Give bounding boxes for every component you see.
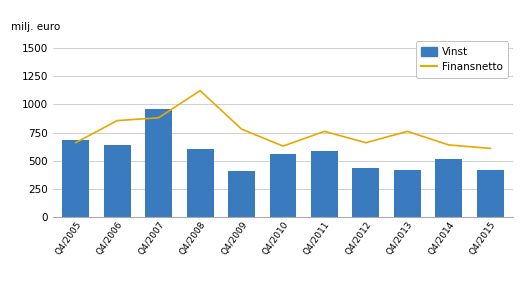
Bar (352, 168, 379, 217)
Bar (145, 109, 172, 217)
Bar (104, 145, 131, 217)
Bar (394, 170, 421, 217)
Legend: Vinst, Finansnetto: Vinst, Finansnetto (416, 41, 508, 78)
Bar (62, 140, 89, 217)
Text: milj. euro: milj. euro (12, 22, 61, 32)
Bar (477, 170, 504, 217)
Bar (435, 159, 462, 217)
Bar (270, 154, 296, 217)
Bar (311, 151, 338, 217)
Bar (228, 171, 255, 217)
Bar (187, 149, 214, 217)
